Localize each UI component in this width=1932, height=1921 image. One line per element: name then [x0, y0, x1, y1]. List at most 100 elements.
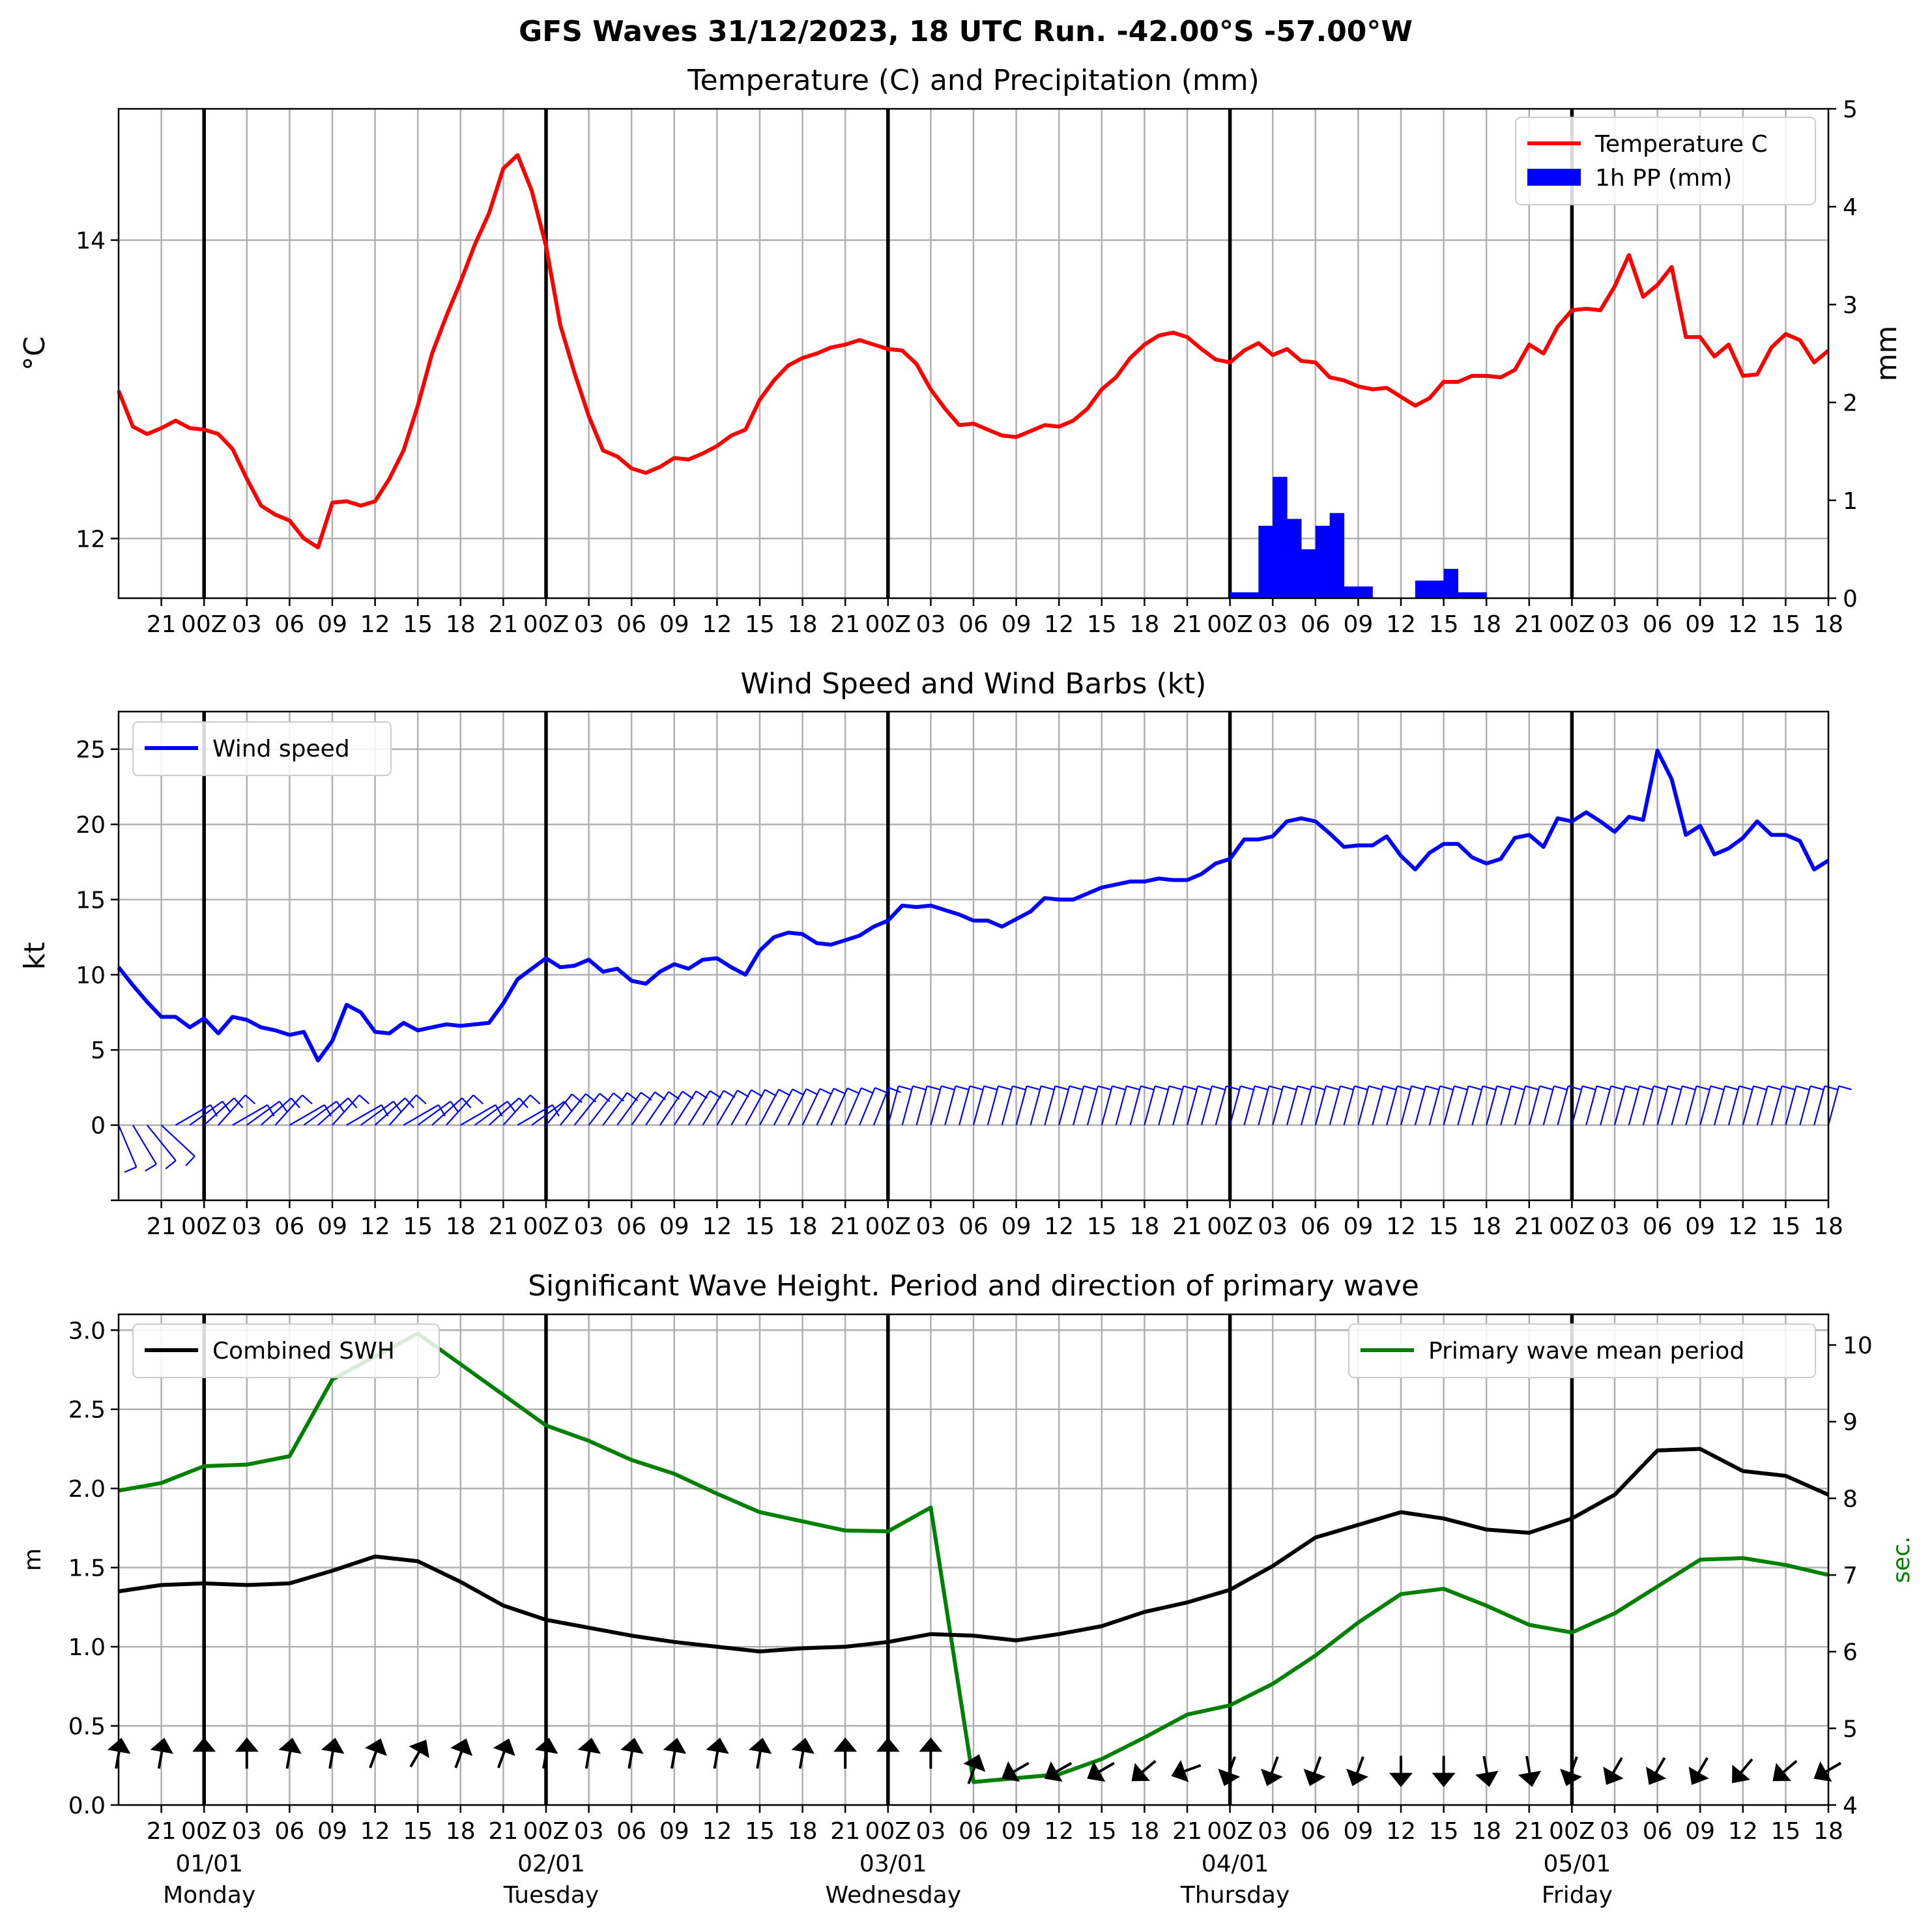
- x-tick-label: 03: [574, 1818, 604, 1845]
- x-tick-label: 18: [1471, 1818, 1501, 1845]
- x-tick-label: 03: [574, 611, 604, 638]
- precip-bar: [1244, 592, 1259, 598]
- x-tick-label: 00Z: [1549, 1818, 1594, 1845]
- wave-direction-arrow: [150, 1737, 174, 1769]
- wind-barb-flag: [888, 1086, 901, 1093]
- wind-barb-flag: [1781, 1085, 1795, 1090]
- x-tick-label: 18: [788, 611, 818, 638]
- precip-bar: [1230, 592, 1245, 598]
- right-y-tick-label: 10: [1843, 1333, 1873, 1359]
- x-tick-label: 15: [745, 611, 775, 638]
- wind-barb-flag: [1083, 1085, 1097, 1090]
- wave-direction-arrow: [1303, 1756, 1326, 1787]
- legend-box: [1348, 1323, 1816, 1378]
- wind-barb: [1500, 1086, 1512, 1125]
- x-tick-label: 21: [488, 1213, 518, 1240]
- wind-barb-flag: [185, 1155, 195, 1166]
- arrow-head: [365, 1738, 387, 1756]
- wind-barb-flag: [302, 1094, 313, 1105]
- x-tick-label: 06: [274, 611, 304, 638]
- panel-title: Wind Speed and Wind Barbs (kt): [741, 667, 1207, 701]
- wind-barb: [1557, 1086, 1569, 1125]
- wind-barb: [1400, 1086, 1413, 1125]
- wind-barb-flag: [1482, 1085, 1495, 1090]
- wind-barb: [787, 1088, 807, 1126]
- wind-barb-flag: [861, 1087, 874, 1094]
- y-tick-label: 0.5: [68, 1714, 106, 1740]
- wind-barb-flag: [1624, 1085, 1638, 1090]
- y-tick-label: 2.5: [68, 1397, 106, 1424]
- arrow-head: [1813, 1761, 1832, 1782]
- wind-barb-flag: [1425, 1085, 1439, 1090]
- temperature-precipitation-panel: Temperature (C) and Precipitation (mm)12…: [18, 64, 1903, 638]
- x-tick-label: 03: [574, 1213, 604, 1240]
- wind-barb: [1457, 1086, 1469, 1125]
- arrow-head: [235, 1737, 259, 1752]
- x-tick-label: 09: [1343, 1818, 1373, 1845]
- wind-barb: [175, 1104, 211, 1126]
- wind-barb-flag: [1539, 1085, 1553, 1090]
- wind-barb-flag: [969, 1085, 983, 1090]
- x-tick-label: 18: [1471, 611, 1501, 638]
- x-tick-label: 00Z: [181, 611, 227, 638]
- arrow-head: [321, 1737, 345, 1754]
- wind-barb-flag: [1340, 1085, 1353, 1090]
- wave-direction-arrow: [620, 1737, 644, 1769]
- x-tick-label: 06: [616, 1818, 646, 1845]
- wave-direction-arrow: [963, 1754, 986, 1784]
- wind-barb: [1671, 1086, 1683, 1125]
- precip-bar: [1358, 586, 1373, 598]
- x-tick-label: 15: [1087, 611, 1117, 638]
- y-axis-label: kt: [18, 942, 51, 970]
- precip-bar: [1329, 513, 1345, 598]
- wind-barb: [716, 1090, 738, 1126]
- legend-entry: 1h PP (mm): [1595, 165, 1732, 192]
- right-y-axis-label: sec.: [1888, 1536, 1915, 1583]
- wind-barb-flag: [1411, 1085, 1424, 1090]
- wind-barb: [1386, 1086, 1398, 1125]
- wind-barb: [1314, 1086, 1327, 1125]
- wind-barb-flag: [1325, 1085, 1339, 1090]
- wind-barb: [346, 1104, 382, 1126]
- arrow-head: [1002, 1761, 1020, 1782]
- wind-barb: [289, 1104, 325, 1126]
- wave-direction-arrow: [1560, 1756, 1582, 1787]
- x-tick-label: 21: [1514, 611, 1544, 638]
- wave-direction-arrow: [1813, 1761, 1842, 1782]
- day-name-label: Wednesday: [826, 1882, 961, 1909]
- right-y-axis-label: mm: [1870, 326, 1903, 382]
- wind-barbs: [117, 1085, 1852, 1173]
- x-tick-label: 18: [1129, 611, 1159, 638]
- wind-barb: [816, 1088, 835, 1126]
- wind-barb: [1258, 1086, 1270, 1125]
- wind-barb: [146, 1124, 177, 1161]
- wind-barb-flag: [124, 1166, 137, 1173]
- wind-barb: [517, 1104, 553, 1126]
- day-name-label: Tuesday: [503, 1882, 599, 1909]
- arrow-head: [963, 1754, 986, 1772]
- wind-barb: [1542, 1086, 1555, 1125]
- wind-barb: [132, 1125, 157, 1165]
- wind-barb-flag: [1169, 1085, 1182, 1090]
- y-tick-label: 20: [76, 812, 106, 839]
- wind-barb: [1243, 1086, 1256, 1125]
- right-y-tick-label: 4: [1843, 1793, 1858, 1819]
- wave-direction-arrow: [1646, 1757, 1667, 1785]
- arrow-head: [1044, 1761, 1063, 1782]
- wind-barb-flag: [1553, 1085, 1567, 1090]
- wind-barb-flag: [1026, 1085, 1040, 1090]
- wind-barb: [1286, 1086, 1299, 1125]
- x-tick-label: 21: [1172, 1818, 1202, 1845]
- wind-barb: [431, 1097, 463, 1126]
- x-tick-label: 21: [147, 1213, 177, 1240]
- wind-barb: [1656, 1086, 1669, 1125]
- arrow-head: [1518, 1770, 1542, 1787]
- x-tick-label: 15: [745, 1818, 775, 1845]
- x-tick-label: 18: [788, 1213, 818, 1240]
- day-date-label: 03/01: [859, 1851, 927, 1877]
- wind-barb: [1129, 1086, 1142, 1125]
- y-tick-label: 2.0: [68, 1476, 106, 1503]
- wind-barb: [460, 1104, 497, 1126]
- wind-barb-flag: [833, 1088, 846, 1095]
- day-name-label: Monday: [163, 1882, 255, 1909]
